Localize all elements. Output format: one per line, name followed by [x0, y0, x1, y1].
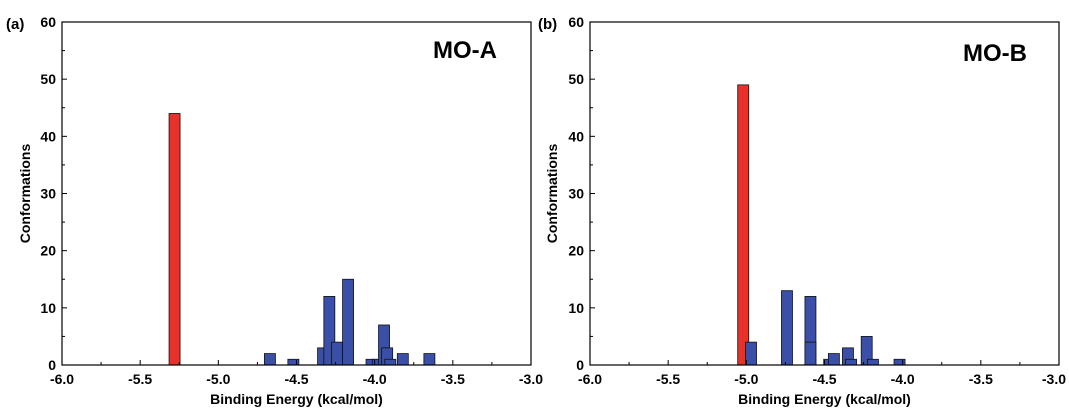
x-tick-label: -3.5 — [441, 371, 465, 387]
x-tick-label: -6.0 — [578, 371, 602, 387]
y-tick-label: 40 — [40, 128, 56, 144]
bar — [396, 353, 409, 366]
x-axis: -6.0 -5.5 -5.0 -4.5 -4.0 -3.5 -3.0 — [578, 360, 1066, 387]
bar — [331, 341, 344, 366]
x-axis-title: Binding Energy (kcal/mol) — [210, 391, 383, 407]
bar — [384, 358, 397, 366]
x-tick-label: -5.0 — [734, 371, 758, 387]
bar — [342, 278, 354, 366]
x-tick-label: -4.5 — [284, 371, 308, 387]
x-tick-label: -4.0 — [891, 371, 915, 387]
highlight-bar — [737, 84, 750, 366]
y-tick-label: 30 — [40, 186, 56, 202]
y-tick-label: 40 — [568, 128, 584, 144]
y-tick-label: 60 — [568, 14, 584, 30]
highlight-bar — [168, 113, 181, 366]
panel-label: (a) — [6, 16, 24, 33]
panel-label: (b) — [538, 16, 557, 33]
x-tick-label: -3.5 — [969, 371, 993, 387]
y-axis: 0 10 20 30 40 50 60 — [568, 14, 595, 373]
x-tick-label: -4.0 — [363, 371, 387, 387]
x-axis: -6.0 -5.5 -5.0 -4.5 -4.0 -3.5 -3.0 — [50, 360, 543, 387]
panel-b: (b) 0 10 20 30 40 50 60 -6.0 -5.5 -5.0 -4.5 -4.0 -3… — [538, 14, 1066, 407]
y-tick-label: 30 — [568, 186, 584, 202]
plot-frame — [589, 21, 1060, 366]
y-tick-label: 20 — [568, 243, 584, 259]
bar — [845, 358, 857, 366]
y-tick-label: 0 — [576, 357, 584, 373]
y-tick-label: 10 — [568, 300, 584, 316]
y-axis-title: Conformations — [17, 144, 33, 244]
y-tick-label: 50 — [568, 71, 584, 87]
y-tick-label: 0 — [48, 357, 56, 373]
y-axis: 0 10 20 30 40 50 60 — [40, 14, 67, 373]
bar — [827, 353, 840, 366]
bar — [423, 353, 436, 366]
x-tick-label: -5.0 — [206, 371, 230, 387]
plot-frame — [61, 21, 532, 366]
bar — [287, 358, 300, 366]
x-tick-label: -5.5 — [128, 371, 152, 387]
x-tick-label: -5.5 — [656, 371, 680, 387]
y-tick-label: 60 — [40, 14, 56, 30]
x-tick-label: -6.0 — [50, 371, 74, 387]
y-tick-label: 20 — [40, 243, 56, 259]
y-tick-label: 50 — [40, 71, 56, 87]
bar — [781, 290, 793, 366]
bar — [264, 353, 276, 366]
y-axis-title: Conformations — [544, 144, 560, 244]
bar — [867, 358, 879, 366]
bar — [745, 341, 757, 366]
y-tick-label: 10 — [40, 300, 56, 316]
x-tick-label: -3.0 — [519, 371, 543, 387]
bar — [804, 341, 817, 366]
x-tick-label: -3.0 — [1042, 371, 1066, 387]
x-axis-title: Binding Energy (kcal/mol) — [738, 391, 911, 407]
panel-a: (a) 0 10 20 30 40 50 60 -6.0 -5.5 -5.0 -4.5 -4.0 -3… — [6, 14, 543, 407]
bar — [893, 358, 906, 366]
bars-group — [168, 113, 436, 366]
chart-title: MO-B — [963, 40, 1027, 67]
bars-group — [737, 84, 906, 366]
x-tick-label: -4.5 — [812, 371, 836, 387]
chart-title: MO-A — [433, 37, 497, 64]
